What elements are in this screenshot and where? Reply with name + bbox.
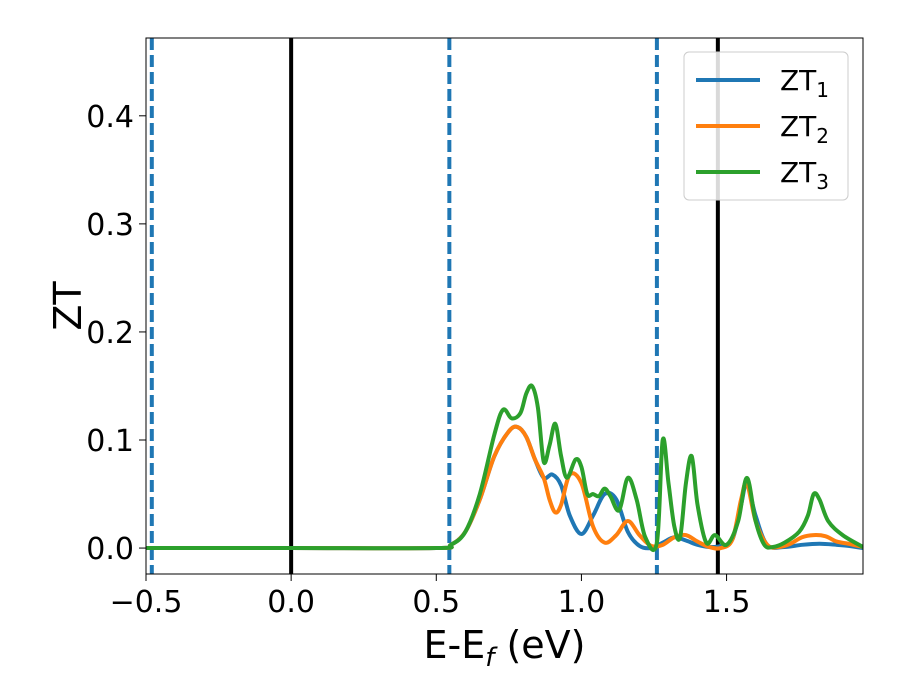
legend-box xyxy=(683,51,849,201)
x-tick-label: 0.5 xyxy=(412,585,460,620)
plot-frame xyxy=(145,37,864,575)
y-tick-label: 0.2 xyxy=(86,316,134,351)
y-tick-label: 0.4 xyxy=(86,100,134,135)
x-axis-ticks: −0.5 0.0 0.5 1.0 1.5 xyxy=(110,574,751,620)
x-tick-label: −0.5 xyxy=(110,585,183,620)
y-axis-label: ZT xyxy=(46,281,90,331)
x-tick-label: 0.0 xyxy=(267,585,315,620)
legend: ZT1 ZT2 ZT3 xyxy=(683,51,849,201)
y-tick-label: 0.1 xyxy=(86,424,134,459)
series-line-3 xyxy=(146,383,863,552)
y-tick-label: 0.0 xyxy=(86,532,134,567)
y-tick-label: 0.3 xyxy=(86,208,134,243)
x-tick-label: 1.5 xyxy=(703,585,751,620)
legend-label-2: ZT2 xyxy=(780,110,829,148)
x-tick-label: 1.0 xyxy=(558,585,606,620)
legend-label-1: ZT1 xyxy=(780,64,829,102)
series-line-2 xyxy=(146,424,863,551)
y-axis-ticks: 0.0 0.1 0.2 0.3 0.4 xyxy=(86,100,146,567)
x-axis-label: E-Ef (eV) xyxy=(424,623,586,673)
series-line-1 xyxy=(146,424,863,551)
series-lines xyxy=(146,383,863,552)
legend-label-3: ZT3 xyxy=(780,156,829,194)
